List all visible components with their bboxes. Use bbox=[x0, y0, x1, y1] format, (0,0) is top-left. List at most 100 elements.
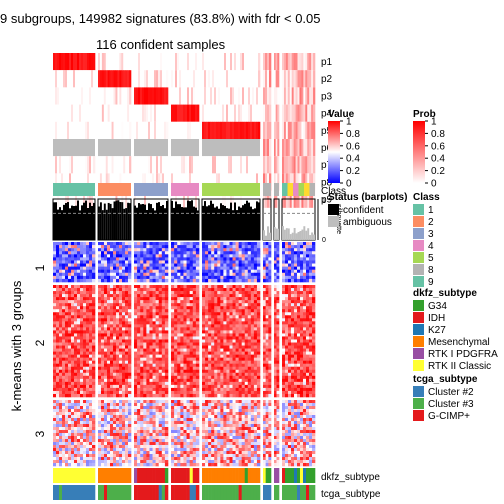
dkfz-subtype-cell bbox=[116, 468, 120, 483]
tcga-subtype-cell bbox=[104, 485, 108, 500]
silhouette-bar bbox=[115, 200, 118, 240]
tcga-subtype-cell bbox=[220, 485, 224, 500]
prob-track-p6-segment bbox=[171, 139, 199, 157]
top-probability-tracks bbox=[53, 53, 316, 208]
tcga-subtype-cell bbox=[140, 485, 144, 500]
prob-track-p6-segment bbox=[98, 139, 131, 157]
silhouette-bar bbox=[297, 231, 300, 240]
heatmap-block bbox=[171, 285, 200, 398]
silhouette-bar bbox=[87, 207, 89, 240]
row-group-label: 1 bbox=[33, 264, 47, 271]
tcga-subtype-cell bbox=[214, 485, 218, 500]
dkfz-subtype-cell bbox=[291, 468, 295, 483]
prob-legend-tick: 0.4 bbox=[431, 154, 445, 165]
heatmap-block bbox=[202, 285, 261, 398]
silhouette-bar bbox=[63, 204, 65, 240]
silhouette-bar bbox=[185, 207, 187, 240]
heatmap-block bbox=[263, 400, 272, 467]
silhouette-bar bbox=[73, 206, 75, 240]
silhouette-bar bbox=[244, 203, 246, 240]
dkfz-subtype-cell bbox=[192, 468, 197, 483]
dkfz-subtype-cell bbox=[180, 468, 184, 483]
heatmap-block bbox=[274, 400, 280, 467]
dkfz-subtype-cell bbox=[268, 468, 272, 483]
class-segment bbox=[98, 183, 131, 196]
row-group-label: 3 bbox=[33, 430, 47, 437]
silhouette-bar bbox=[197, 210, 199, 240]
silhouette-bar bbox=[274, 227, 276, 240]
dkfz-legend-label: Mesenchymal bbox=[428, 337, 490, 348]
dkfz-subtype-cell bbox=[125, 468, 129, 483]
tcga-subtype-cell bbox=[119, 485, 123, 500]
silhouette-bar bbox=[224, 205, 226, 240]
class-legend-label: 9 bbox=[428, 277, 434, 288]
tcga-legend-label: G-CIMP+ bbox=[428, 411, 470, 422]
tcga-subtype-cell bbox=[288, 485, 292, 500]
dkfz-legend-label: RTK II Classic bbox=[428, 361, 491, 372]
tcga-subtype-cell bbox=[285, 485, 289, 500]
tcga-subtype-cell bbox=[189, 485, 194, 500]
dkfz-subtype-cell bbox=[164, 468, 169, 483]
dkfz-subtype-cell bbox=[303, 468, 307, 483]
prob-track-p7-segment bbox=[53, 156, 96, 174]
tcga-subtype-cell bbox=[229, 485, 233, 500]
bottom-annotation-tracks bbox=[53, 468, 316, 500]
tcga-subtype-cell bbox=[232, 485, 236, 500]
dkfz-legend-swatch bbox=[413, 336, 424, 347]
silhouette-bar bbox=[160, 206, 162, 240]
silhouette-bar bbox=[109, 203, 112, 240]
prob-track-p4-segment bbox=[282, 104, 316, 122]
prob-track-p2-segment bbox=[202, 70, 261, 88]
prob-track-p5-segment bbox=[263, 121, 272, 139]
prob-track-p1-segment bbox=[53, 53, 96, 71]
heatmap-block bbox=[282, 285, 316, 398]
tcga-subtype-cell bbox=[253, 485, 258, 500]
dkfz-subtype-cell bbox=[86, 468, 90, 483]
heatmap-block bbox=[98, 242, 132, 283]
silhouette-bar bbox=[248, 202, 250, 240]
tcga-legend-label: Cluster #2 bbox=[428, 387, 474, 398]
dkfz-legend-swatch bbox=[413, 324, 424, 335]
dkfz-subtype-cell bbox=[65, 468, 69, 483]
silhouette-bar bbox=[263, 230, 265, 240]
value-legend-tick: 0 bbox=[346, 179, 352, 190]
dkfz-subtype-cell bbox=[77, 468, 81, 483]
silhouette-bar bbox=[144, 204, 146, 240]
tcga-subtype-cell bbox=[238, 485, 242, 500]
tcga-subtype-cell bbox=[86, 485, 90, 500]
prob-track-p2-segment bbox=[134, 70, 169, 88]
tcga-legend-swatch bbox=[413, 398, 424, 409]
silhouette-bar bbox=[234, 202, 236, 240]
silhouette-bar bbox=[79, 210, 81, 240]
value-legend-colorbar bbox=[328, 121, 340, 183]
silhouette-bar bbox=[283, 229, 286, 240]
tcga-subtype-cell bbox=[143, 485, 147, 500]
prob-track-label: p9 bbox=[321, 195, 333, 206]
silhouette-bar bbox=[311, 232, 314, 240]
tcga-subtype-cell bbox=[125, 485, 129, 500]
prob-track-label: p2 bbox=[321, 74, 333, 85]
dkfz-track-label: dkfz_subtype bbox=[321, 472, 380, 483]
silhouette-bar bbox=[191, 200, 193, 240]
silhouette-bar bbox=[67, 202, 69, 240]
dkfz-subtype-cell bbox=[101, 468, 105, 483]
silhouette-bar bbox=[187, 200, 189, 240]
silhouette-bar bbox=[57, 209, 59, 240]
silhouette-bar bbox=[212, 203, 214, 240]
silhouette-bar bbox=[301, 229, 304, 240]
dkfz-subtype-cell bbox=[134, 468, 138, 483]
silhouette-bar bbox=[277, 228, 279, 240]
silhouette-bar bbox=[269, 232, 271, 240]
prob-legend-colorbar bbox=[413, 121, 425, 183]
heatmap-block bbox=[134, 285, 169, 398]
heatmap-block bbox=[263, 285, 272, 398]
prob-track-p6-segment bbox=[53, 139, 95, 157]
silhouette-bar bbox=[77, 200, 79, 240]
prob-track-p1-segment bbox=[263, 53, 272, 71]
silhouette-barplots: 10 bbox=[52, 198, 326, 244]
dkfz-legend-label: IDH bbox=[428, 313, 445, 324]
class-legend-label: 4 bbox=[428, 241, 434, 252]
tcga-subtype-cell bbox=[180, 485, 184, 500]
dkfz-subtype-cell bbox=[80, 468, 84, 483]
class-segment bbox=[171, 183, 199, 196]
